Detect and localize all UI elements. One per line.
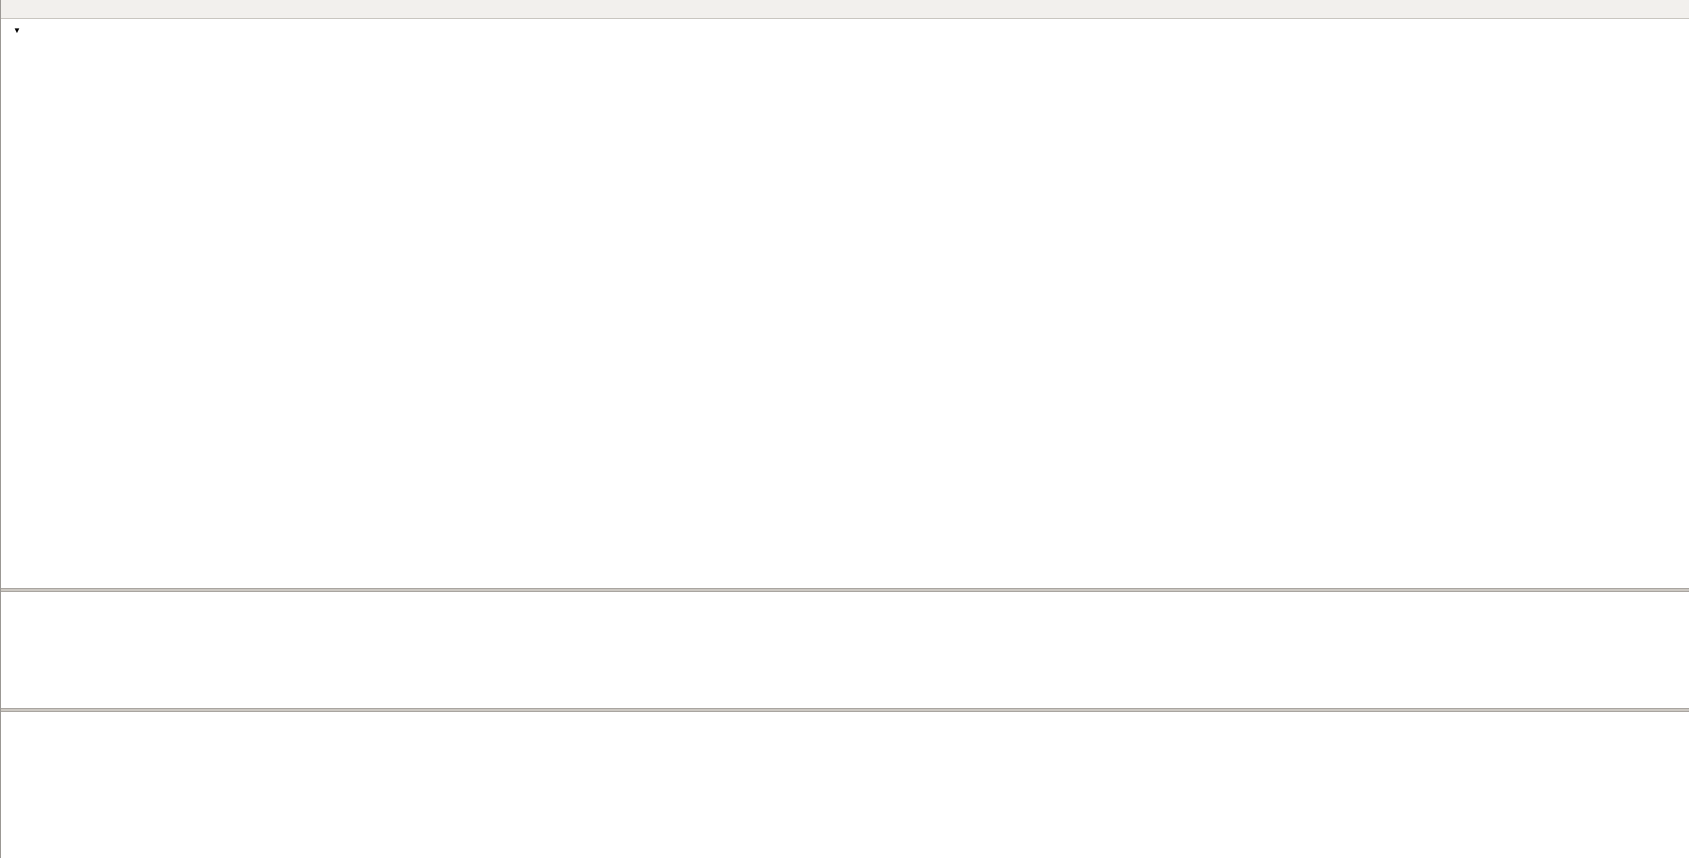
chart-title: ▼ bbox=[13, 26, 37, 35]
pane-separator-macd[interactable] bbox=[1, 588, 1689, 592]
rsi-label bbox=[11, 715, 14, 727]
price-chart[interactable] bbox=[1, 19, 1689, 858]
toolbar bbox=[1, 0, 1689, 19]
pane-separator-rsi[interactable] bbox=[1, 708, 1689, 712]
chart-window[interactable]: ▼ bbox=[1, 19, 1689, 858]
collapse-icon[interactable]: ▼ bbox=[13, 26, 21, 35]
macd-label bbox=[25, 595, 28, 607]
